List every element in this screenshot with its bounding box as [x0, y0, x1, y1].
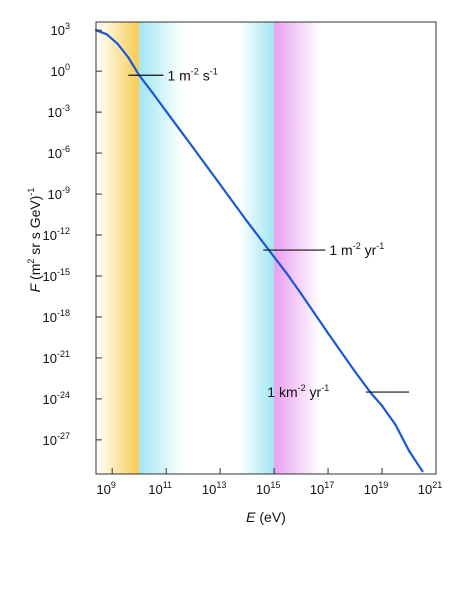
flux-point-18 [407, 449, 411, 452]
flux-point-9 [246, 220, 249, 223]
y-tick-label-3: 10-6 [48, 144, 70, 161]
y-tick-label-2: 10-3 [48, 103, 70, 120]
y-axis-title: F (m2 sr s GeV)-1 [26, 188, 43, 293]
y-tick-label-6: 10-15 [43, 267, 70, 284]
flux-point-19 [421, 470, 424, 473]
annotation-label-0: 1 m-2 s-1 [167, 66, 217, 83]
y-tick-label-10: 10-27 [43, 431, 70, 448]
y-tick-label-7: 10-18 [43, 308, 70, 325]
x-axis-title: E (eV) [246, 509, 286, 525]
flux-point-8 [219, 183, 222, 186]
x-tick-label-5: 1019 [364, 480, 388, 497]
series-layer [94, 29, 424, 473]
x-tick-label-1: 1011 [148, 480, 172, 497]
flux-point-12 [299, 292, 303, 295]
x-tick-label-2: 1013 [202, 480, 226, 497]
flux-point-11 [286, 273, 289, 276]
x-tick-label-6: 1021 [418, 480, 442, 497]
energy-band-2 [239, 22, 275, 474]
flux-point-14 [353, 370, 357, 373]
plot-frame [95, 21, 437, 475]
x-tick-label-4: 1017 [310, 480, 334, 497]
y-tick-label-4: 10-9 [48, 185, 70, 202]
flux-series-line [95, 29, 424, 472]
flux-point-15 [370, 392, 373, 395]
y-tick-label-8: 10-21 [43, 349, 70, 366]
annotations-layer: 1 m-2 s-1 1 m-2 yr-1 1 km-2 yr-1 [128, 66, 410, 400]
y-axis-ticks: 103 100 10-3 10-6 10-9 10-12 10-15 10-18 10-21 10… [43, 21, 102, 448]
flux-point-16 [380, 404, 384, 407]
x-tick-label-0: 109 [96, 480, 115, 497]
flux-point-10 [272, 255, 276, 258]
flux-point-7 [192, 146, 195, 149]
annotation-label-1: 1 m-2 yr-1 [329, 241, 384, 258]
energy-band-0 [96, 22, 140, 474]
y-tick-label-1: 100 [51, 62, 70, 79]
flux-point-17 [394, 423, 397, 426]
flux-point-1 [105, 33, 108, 36]
y-tick-label-9: 10-24 [43, 390, 70, 407]
flux-point-2 [116, 42, 119, 45]
x-tick-label-3: 1015 [256, 480, 280, 497]
y-tick-label-5: 10-12 [43, 226, 70, 243]
energy-band-3 [274, 22, 320, 474]
y-tick-label-0: 103 [51, 21, 70, 38]
flux-point-3 [127, 56, 130, 59]
flux-point-6 [165, 110, 168, 113]
energy-bands [96, 22, 320, 474]
flux-point-5 [151, 91, 154, 95]
annotation-label-2: 1 km-2 yr-1 [267, 383, 329, 400]
energy-band-1 [139, 22, 183, 474]
flux-point-13 [326, 332, 330, 335]
x-axis-ticks: 109 1011 1013 1015 1017 1019 1021 [96, 468, 442, 497]
